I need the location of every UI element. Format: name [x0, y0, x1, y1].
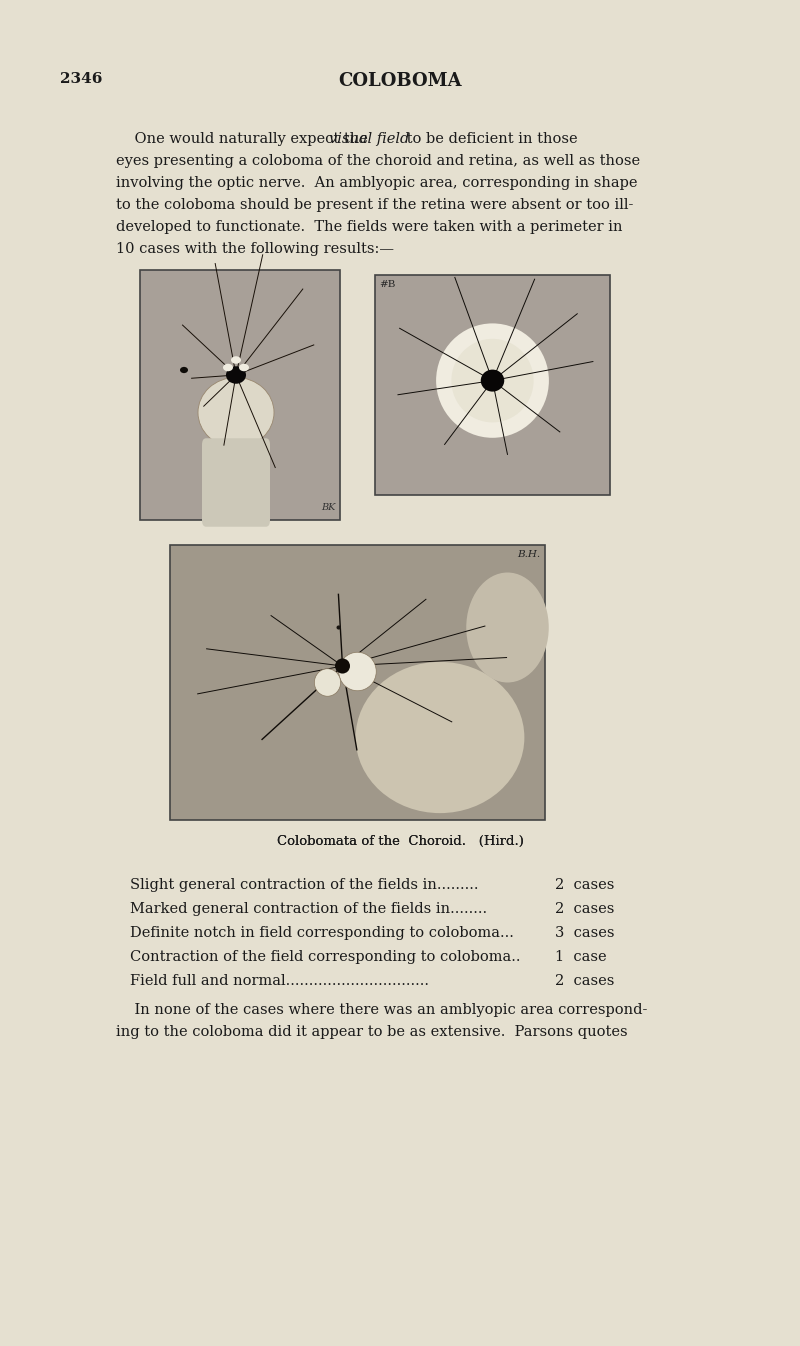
Text: 3  cases: 3 cases — [555, 926, 614, 940]
Ellipse shape — [436, 323, 549, 437]
Ellipse shape — [226, 366, 246, 384]
Ellipse shape — [314, 669, 341, 696]
Text: to be deficient in those: to be deficient in those — [402, 132, 578, 145]
Ellipse shape — [231, 357, 241, 363]
Ellipse shape — [338, 653, 376, 690]
Ellipse shape — [337, 626, 341, 630]
Text: to the coloboma should be present if the retina were absent or too ill-: to the coloboma should be present if the… — [116, 198, 634, 213]
Text: eyes presenting a coloboma of the choroid and retina, as well as those: eyes presenting a coloboma of the choroi… — [116, 153, 640, 168]
Bar — [375, 275, 610, 495]
Text: 1  case: 1 case — [555, 950, 606, 964]
Text: 2  cases: 2 cases — [555, 878, 614, 892]
Text: Field full and normal...............................: Field full and normal...................… — [130, 975, 429, 988]
Text: One would naturally expect the: One would naturally expect the — [116, 132, 373, 145]
Text: 2346: 2346 — [60, 71, 102, 86]
Text: involving the optic nerve.  An amblyopic area, corresponding in shape: involving the optic nerve. An amblyopic … — [116, 176, 638, 190]
Bar — [170, 545, 545, 820]
Ellipse shape — [239, 363, 249, 371]
Text: 2  cases: 2 cases — [555, 902, 614, 917]
Text: Contraction of the field corresponding to coloboma..: Contraction of the field corresponding t… — [130, 950, 521, 964]
Ellipse shape — [223, 363, 233, 371]
Text: BK: BK — [322, 503, 336, 511]
Text: ing to the coloboma did it appear to be as extensive.  Parsons quotes: ing to the coloboma did it appear to be … — [116, 1026, 628, 1039]
Text: visual field: visual field — [329, 132, 410, 145]
Text: Definite notch in field corresponding to coloboma...: Definite notch in field corresponding to… — [130, 926, 514, 940]
Ellipse shape — [180, 367, 188, 373]
Ellipse shape — [198, 377, 274, 447]
Bar — [140, 271, 340, 520]
Text: Slight general contraction of the fields in.........: Slight general contraction of the fields… — [130, 878, 478, 892]
Text: In none of the cases where there was an amblyopic area correspond-: In none of the cases where there was an … — [116, 1003, 647, 1018]
Ellipse shape — [466, 572, 549, 682]
Ellipse shape — [481, 370, 504, 392]
Text: 2  cases: 2 cases — [555, 975, 614, 988]
Text: Marked general contraction of the fields in........: Marked general contraction of the fields… — [130, 902, 487, 917]
Ellipse shape — [335, 658, 350, 673]
Text: 10 cases with the following results:—: 10 cases with the following results:— — [116, 242, 394, 256]
FancyBboxPatch shape — [202, 439, 270, 526]
Text: #B: #B — [379, 280, 395, 289]
Text: developed to functionate.  The fields were taken with a perimeter in: developed to functionate. The fields wer… — [116, 219, 622, 234]
Text: Colobomata of the  Choroid.   (Hird.): Colobomata of the Choroid. (Hird.) — [277, 835, 523, 848]
Ellipse shape — [451, 339, 534, 423]
Text: Colobomata of the  Choroid.   (Hird.): Colobomata of the Choroid. (Hird.) — [277, 835, 523, 848]
Ellipse shape — [356, 662, 524, 813]
Text: B.H.: B.H. — [517, 551, 540, 560]
Text: COLOBOMA: COLOBOMA — [338, 71, 462, 90]
